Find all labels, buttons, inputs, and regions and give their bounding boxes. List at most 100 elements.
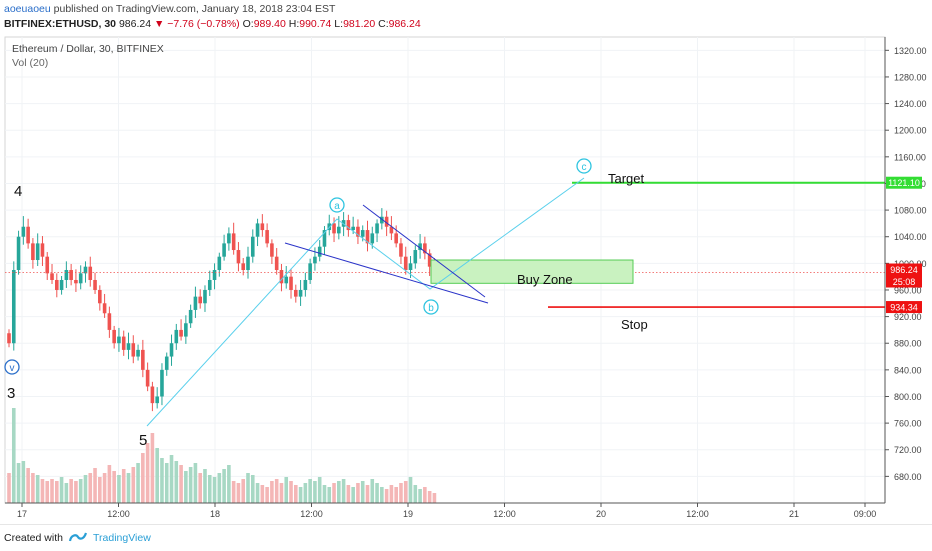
volume-bar xyxy=(246,473,250,503)
tradingview-logo-icon[interactable] xyxy=(68,531,88,543)
candle-body xyxy=(83,266,88,274)
candle-body xyxy=(384,216,389,227)
volume-bar xyxy=(360,481,365,503)
quote-line: BITFINEX:ETHUSD, 30 986.24 ▼ −7.76 (−0.7… xyxy=(4,18,421,30)
candle-body xyxy=(284,276,289,284)
candle-body xyxy=(308,263,312,280)
y-tick-label: 1280.00 xyxy=(894,72,927,82)
volume-bar xyxy=(59,477,64,503)
volume-bar xyxy=(394,487,398,503)
volume-bar xyxy=(83,475,88,503)
x-tick-label: 12:00 xyxy=(493,509,516,519)
volume-bar xyxy=(131,467,136,503)
wave-c-label: c xyxy=(582,162,587,173)
volume-bar xyxy=(222,469,226,503)
candle-body xyxy=(112,329,116,344)
volume-bar xyxy=(384,489,389,503)
volume-bar xyxy=(198,473,202,503)
wedge-upper-line xyxy=(362,204,486,298)
wave-c-circle xyxy=(576,158,592,174)
candle-body xyxy=(274,256,279,270)
y-tick-label: 760.00 xyxy=(894,419,922,429)
y-tick-label: 1320.00 xyxy=(894,46,927,56)
volume-bar xyxy=(231,481,236,503)
candle-body xyxy=(270,243,274,257)
y-tick-label: 920.00 xyxy=(894,312,922,322)
volume-bar xyxy=(78,479,83,503)
ohlc-high-value: 990.74 xyxy=(299,18,332,30)
wave-b-label: b xyxy=(428,303,434,314)
candle-body xyxy=(150,386,155,404)
price-tag-box xyxy=(886,263,922,276)
price-chart[interactable]: 1320.001280.001240.001200.001160.001120.… xyxy=(0,32,932,524)
volume-bar xyxy=(284,477,289,503)
candle-body xyxy=(356,226,360,237)
x-tick-label: 19 xyxy=(403,509,413,519)
candle-body xyxy=(78,273,83,284)
volume-bar xyxy=(169,455,174,503)
candle-body xyxy=(35,243,40,261)
candle-body xyxy=(360,230,365,237)
candle-body xyxy=(160,369,164,397)
y-tick-label: 960.00 xyxy=(894,285,922,295)
candle-body xyxy=(193,296,198,310)
volume-bar xyxy=(150,433,155,503)
y-tick-label: 1040.00 xyxy=(894,232,927,242)
x-axis: 17 12:00 18 12:00 19 12:00 20 12:00 21 09:00 xyxy=(5,502,885,519)
volume-bar xyxy=(184,471,188,503)
wave-4-label: 4 xyxy=(14,183,22,200)
volume-bar xyxy=(427,491,432,503)
volume-bar xyxy=(289,481,293,503)
candle-body xyxy=(98,289,102,304)
volume-bar xyxy=(432,493,437,503)
candle-body xyxy=(298,289,303,297)
candle-body xyxy=(11,270,16,344)
volume-bar xyxy=(155,448,159,503)
y-tick-label: 1080.00 xyxy=(894,206,927,216)
ohlc-close-label: C: xyxy=(378,18,389,30)
volume-bar xyxy=(88,473,93,503)
wave-a-label: a xyxy=(334,201,340,212)
y-tick-label: 880.00 xyxy=(894,339,922,349)
y-tick-label: 800.00 xyxy=(894,392,922,402)
volume-bar xyxy=(332,483,336,503)
y-tick-label: 680.00 xyxy=(894,472,922,482)
volume-bar xyxy=(126,473,131,503)
candle-body xyxy=(31,243,35,261)
volume-bar xyxy=(145,443,150,503)
wave-5-label: 5 xyxy=(139,432,147,449)
volume-bar xyxy=(351,487,355,503)
author-link[interactable]: aoeuaoeu xyxy=(4,3,51,15)
volume-bar xyxy=(212,477,217,503)
volume-bar xyxy=(265,487,269,503)
candle-body xyxy=(241,263,246,270)
volume-bar xyxy=(217,473,222,503)
volume-bar xyxy=(322,485,327,503)
price-tag-label: 934.34 xyxy=(890,303,918,313)
candle-body xyxy=(413,250,418,264)
volume-bar xyxy=(356,483,360,503)
volume-bar xyxy=(327,487,332,503)
ohlc-open-label: O: xyxy=(242,18,254,30)
volume-bar xyxy=(298,487,303,503)
volume-bar xyxy=(112,471,116,503)
candle-body xyxy=(169,343,174,357)
volume-bar xyxy=(50,479,54,503)
volume-bar xyxy=(236,483,241,503)
wedge-lower-line xyxy=(284,242,489,304)
candle-body xyxy=(40,243,45,257)
price-change: ▼ −7.76 (−0.78%) xyxy=(153,18,240,30)
volume-bar xyxy=(16,463,21,503)
candle-body xyxy=(121,336,126,350)
ohlc-low-value: 981.20 xyxy=(343,18,376,30)
candle-body xyxy=(250,236,255,257)
y-tick-label: 840.00 xyxy=(894,365,922,375)
volume-bar xyxy=(317,477,322,503)
candle-body xyxy=(207,279,212,290)
volume-bar xyxy=(64,483,69,503)
chart-area[interactable]: 1320.001280.001240.001200.001160.001120.… xyxy=(0,32,932,524)
candles xyxy=(7,208,437,412)
tradingview-link[interactable]: TradingView xyxy=(93,532,151,544)
volume-bar xyxy=(98,477,102,503)
candle-body xyxy=(145,369,150,387)
